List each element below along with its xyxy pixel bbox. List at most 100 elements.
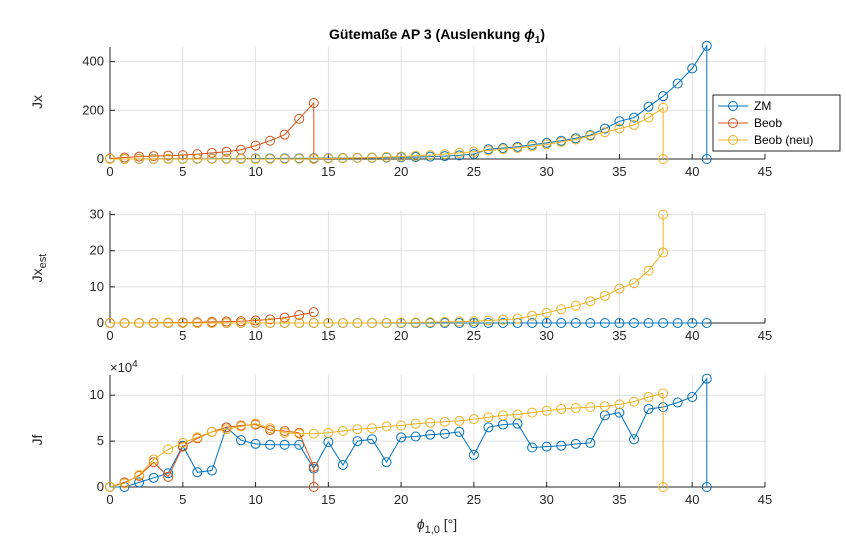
data-point-beob-neu [643, 112, 654, 123]
data-point-beob-neu [381, 152, 392, 163]
data-point-beob-neu [643, 392, 654, 403]
data-point-beob-neu [323, 427, 334, 438]
data-point-beob-neu [206, 426, 217, 437]
data-point-beob [308, 461, 319, 472]
data-point-beob-neu [134, 154, 145, 164]
x-tick-label: 30 [539, 164, 553, 179]
data-point-beob-neu [541, 307, 552, 318]
data-point-zm [701, 318, 712, 328]
data-point-beob-neu [498, 144, 508, 155]
data-point-zm [672, 397, 683, 408]
y-tick-label: 10 [90, 387, 104, 402]
data-point-zm [236, 435, 246, 446]
data-point-zm [527, 318, 538, 328]
data-point-beob-neu [265, 423, 276, 434]
data-point-zm [352, 436, 363, 447]
data-point-beob-neu [221, 318, 232, 328]
data-point-beob-neu [629, 278, 639, 289]
series-line-beob [109, 424, 315, 488]
x-tick-label: 15 [321, 492, 335, 507]
data-point-beob-neu [119, 478, 130, 489]
x-tick-label: 0 [106, 492, 113, 507]
data-point-beob-neu [454, 316, 465, 327]
x-tick-label: 35 [612, 328, 626, 343]
series-beob-neu [105, 388, 669, 492]
data-point-beob-neu [294, 318, 305, 328]
x-tick-label: 20 [394, 328, 408, 343]
data-point-beob [163, 150, 174, 161]
data-point-zm [687, 318, 698, 328]
data-point-beob-neu [352, 424, 363, 435]
data-point-zm [337, 459, 348, 470]
data-point-zm [439, 428, 450, 439]
data-point-zm [527, 442, 538, 453]
data-point-zm [599, 123, 610, 134]
x-tick-label: 0 [106, 164, 113, 179]
data-point-beob [177, 441, 188, 452]
legend-label: ZM [754, 99, 771, 113]
x-tick-label: 5 [179, 164, 186, 179]
y-tick-label: 0 [97, 151, 104, 166]
y-tick-label: 400 [82, 54, 104, 69]
data-point-beob-neu [337, 153, 348, 164]
data-point-beob-neu [396, 151, 407, 162]
x-tick-label: 35 [612, 492, 626, 507]
data-point-beob-neu [396, 317, 407, 328]
plot-area [110, 47, 765, 159]
data-point-zm [643, 318, 654, 328]
data-point-beob-neu [250, 154, 261, 164]
data-point-zm [701, 482, 712, 492]
data-point-zm [585, 318, 596, 328]
x-tick-label: 25 [467, 492, 481, 507]
data-point-beob-neu [483, 412, 494, 423]
data-point-beob [148, 151, 159, 162]
data-point-zm [701, 154, 712, 164]
y-tick-label: 200 [82, 102, 104, 117]
x-tick-label: 15 [321, 164, 335, 179]
data-point-beob-neu [323, 318, 334, 328]
legend-marker [728, 101, 738, 111]
data-point-zm [643, 403, 654, 414]
data-point-beob-neu [236, 318, 246, 328]
data-point-beob-neu [556, 136, 567, 147]
y-multiplier-jf: ×104 [110, 359, 138, 375]
series-line-zm [110, 377, 708, 488]
data-point-beob-neu [425, 317, 436, 328]
data-point-beob-neu [483, 315, 494, 326]
data-point-beob-neu [468, 146, 479, 157]
data-point-beob-neu [206, 318, 217, 328]
data-point-beob-neu [381, 421, 392, 432]
data-point-beob-neu [177, 437, 188, 448]
x-tick-label: 20 [394, 492, 408, 507]
data-point-beob-neu [148, 318, 159, 328]
legend-marker [728, 118, 738, 128]
data-point-beob [265, 314, 276, 325]
data-point-beob-neu [221, 424, 232, 435]
x-tick-label: 5 [179, 328, 186, 343]
x-axis-label: ϕ1,0 [°] [417, 516, 457, 536]
x-tick-label: 5 [179, 492, 186, 507]
data-point-zm [396, 432, 407, 443]
data-point-beob-neu [221, 154, 232, 164]
data-point-zm [701, 40, 712, 51]
data-point-beob [279, 312, 290, 323]
plot-area [110, 211, 765, 323]
data-point-beob-neu [134, 470, 145, 481]
data-point-zm [134, 477, 145, 488]
panel-jx-est: 0 5 10 15 20 25 30 35 40 45 0 10 20 30 [90, 207, 773, 343]
data-point-zm [454, 426, 465, 437]
data-point-beob-neu [599, 127, 610, 138]
data-point-zm [163, 468, 174, 479]
data-point-beob-neu [556, 403, 567, 414]
data-point-beob-neu [396, 420, 407, 431]
data-point-beob-neu [643, 265, 654, 276]
data-point-zm [614, 318, 625, 328]
x-tick-label: 15 [321, 328, 335, 343]
data-point-beob-neu [658, 388, 669, 399]
y-tick-label: 10 [90, 279, 104, 294]
data-point-beob-neu [468, 316, 479, 327]
data-point-beob-neu [468, 414, 479, 425]
data-point-beob [206, 147, 217, 158]
data-point-beob [134, 151, 145, 162]
data-point-zm [381, 457, 392, 468]
